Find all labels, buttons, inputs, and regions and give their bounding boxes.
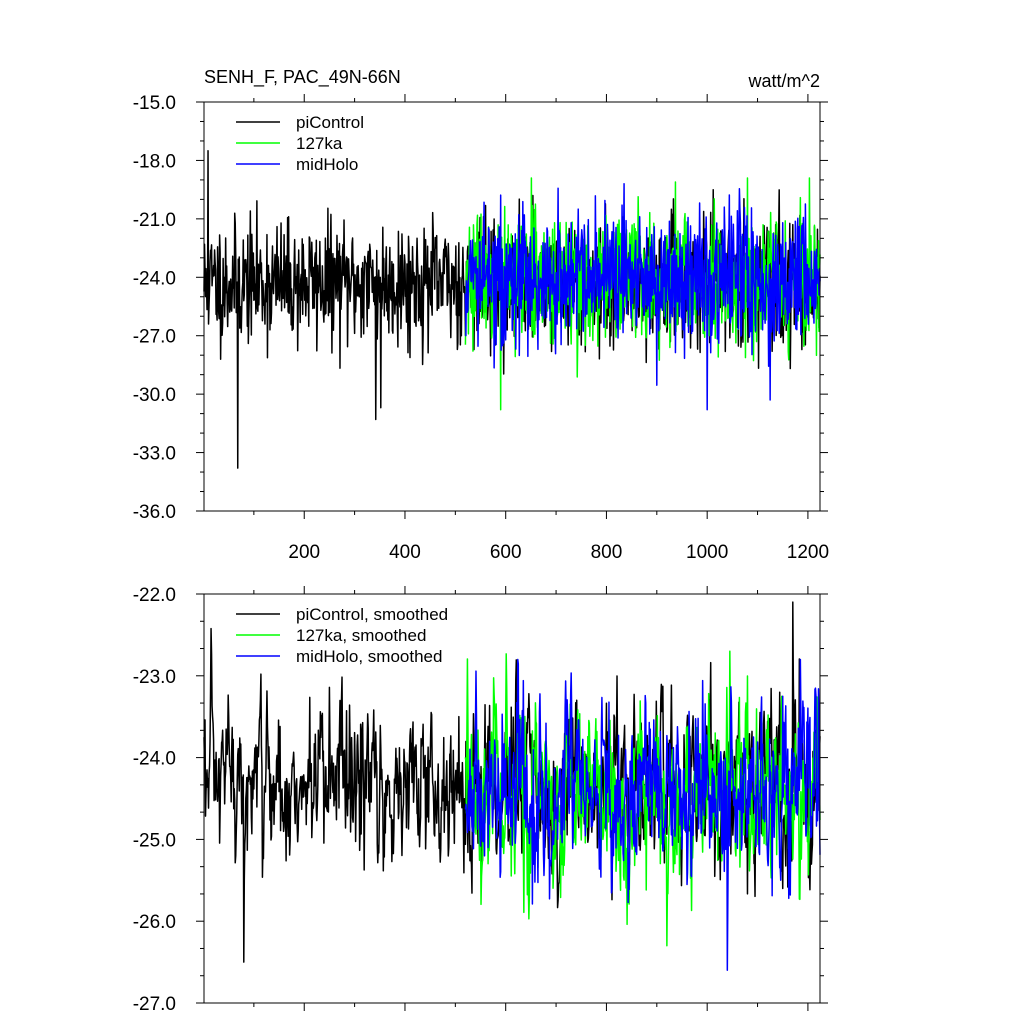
bottom-panel: -27.0 -26.0 -25.0 -24.0 -23.0 -22.0 piControl,… [133, 585, 828, 1015]
legend-label: 127ka [296, 134, 343, 153]
legend-label: 127ka, smoothed [296, 626, 426, 645]
y-tick-label: -27.0 [133, 327, 176, 348]
legend-label: midHolo, smoothed [296, 647, 442, 666]
legend-label: midHolo [296, 155, 358, 174]
y-tick-label: -26.0 [133, 912, 176, 933]
x-tick-label: 800 [591, 542, 623, 563]
chart-units: watt/m^2 [748, 71, 820, 91]
y-tick-label: -27.0 [133, 994, 176, 1015]
y-tick-label: -24.0 [133, 749, 176, 770]
x-tick-label: 1000 [686, 542, 728, 563]
x-tick-label: 1200 [787, 542, 829, 563]
y-tick-label: -22.0 [133, 585, 176, 606]
y-tick-label: -36.0 [133, 502, 176, 523]
y-tick-label: -33.0 [133, 444, 176, 465]
x-tick-label: 600 [490, 542, 522, 563]
y-tick-label: -24.0 [133, 268, 176, 289]
legend-label: piControl, smoothed [296, 605, 448, 624]
plot-frame [203, 593, 821, 1004]
y-tick-label: -23.0 [133, 667, 176, 688]
x-tick-label: 400 [389, 542, 421, 563]
series-line-midholo [464, 183, 821, 411]
x-tick-label: 200 [288, 542, 320, 563]
legend-label: piControl [296, 113, 364, 132]
y-tick-label: -30.0 [133, 385, 176, 406]
y-tick-label: -15.0 [133, 93, 176, 114]
y-tick-label: -21.0 [133, 210, 176, 231]
y-tick-label: -25.0 [133, 830, 176, 851]
plot-frame [203, 101, 821, 512]
chart-title: SENH_F, PAC_49N-66N [204, 67, 401, 88]
series-line-midholo-smoothed [464, 658, 821, 972]
y-tick-label: -18.0 [133, 151, 176, 172]
top-panel: -36.0 -33.0 -30.0 -27.0 -24.0 -21.0 -18.0 -15.0… [133, 93, 829, 563]
